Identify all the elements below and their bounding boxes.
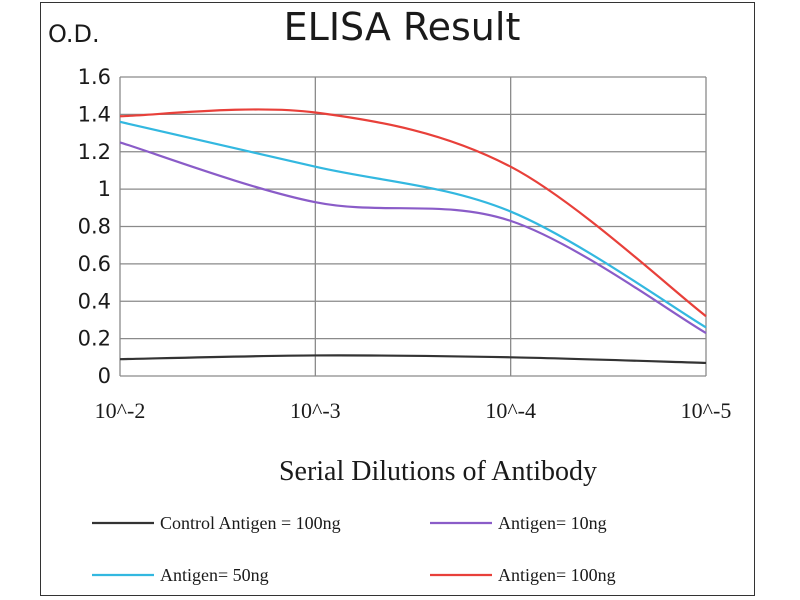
- series-line-4: [119, 108, 707, 318]
- y-tick-label: 1.2: [78, 140, 111, 164]
- y-tick-label: 0.6: [78, 252, 111, 276]
- series-line-1: [119, 354, 707, 365]
- x-tick-label: 10^-4: [485, 398, 536, 423]
- y-tick-label: 0.4: [78, 289, 111, 313]
- y-tick-label: 1: [98, 177, 111, 201]
- x-tick-labels: 10^-2 10^-3 10^-4 10^-5: [95, 398, 732, 423]
- legend-label: Antigen= 100ng: [498, 565, 616, 585]
- x-tick-label: 10^-5: [681, 398, 732, 423]
- series-layer: [119, 108, 707, 365]
- series-line-3: [119, 120, 707, 329]
- x-axis-label: Serial Dilutions of Antibody: [279, 456, 597, 487]
- legend-label: Control Antigen = 100ng: [160, 513, 341, 533]
- y-tick-label: 0.2: [78, 327, 111, 351]
- y-tick-label: 1.6: [78, 65, 111, 89]
- chart-frame: [40, 2, 755, 596]
- legend-label: Antigen= 10ng: [498, 513, 607, 533]
- series-line-2: [119, 141, 707, 334]
- y-tick-label: 0: [98, 364, 111, 388]
- legend-label: Antigen= 50ng: [160, 565, 269, 585]
- chart-title: ELISA Result: [284, 5, 521, 49]
- y-axis-label: O.D.: [48, 20, 100, 48]
- grid-layer: [119, 76, 707, 377]
- legend: Control Antigen = 100ng Antigen= 10ng Anti…: [92, 513, 616, 585]
- x-tick-label: 10^-3: [290, 398, 341, 423]
- x-tick-label: 10^-2: [95, 398, 146, 423]
- y-tick-label: 1.4: [78, 102, 111, 126]
- y-tick-labels: 0 0.2 0.4 0.6 0.8 1 1.2 1.4 1.6: [78, 65, 111, 388]
- y-tick-label: 0.8: [78, 215, 111, 239]
